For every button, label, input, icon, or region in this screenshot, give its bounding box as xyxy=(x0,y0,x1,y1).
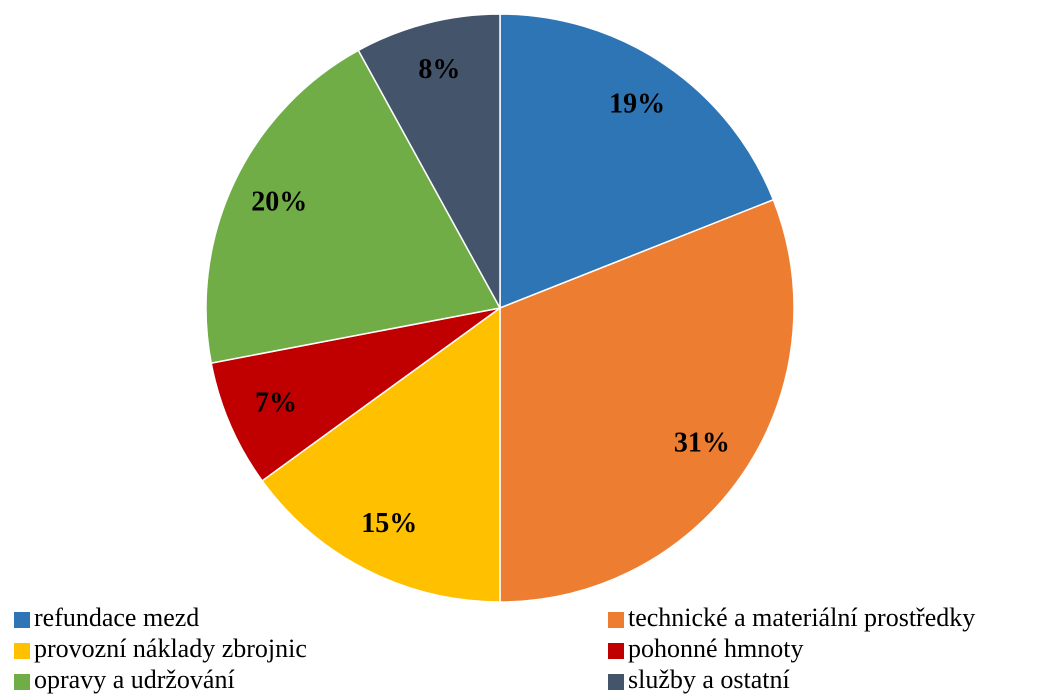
legend-label: opravy a udržování xyxy=(34,665,235,694)
legend-swatch xyxy=(14,612,30,628)
pie-slice xyxy=(499,198,795,603)
data-label: 19% xyxy=(609,89,665,120)
pie-slice xyxy=(261,306,501,603)
pie-slice xyxy=(499,13,775,310)
legend-swatch xyxy=(608,612,624,628)
data-label: 7% xyxy=(255,387,297,418)
legend-label: technické a materiální prostředky xyxy=(628,603,975,632)
legend-label: pohonné hmnoty xyxy=(628,634,804,663)
legend-swatch xyxy=(14,674,30,690)
legend-label: služby a ostatní xyxy=(628,665,790,694)
legend-label: refundace mezd xyxy=(34,603,199,632)
legend-swatch xyxy=(608,643,624,659)
pie-slice xyxy=(205,49,502,364)
legend-swatch xyxy=(14,643,30,659)
data-label: 8% xyxy=(418,54,460,85)
data-label: 31% xyxy=(674,428,730,459)
legend-swatch xyxy=(608,674,624,690)
pie-slice xyxy=(357,13,501,309)
pie-slice xyxy=(210,307,501,482)
legend-label: provozní náklady zbrojnic xyxy=(34,634,307,663)
data-label: 20% xyxy=(251,187,307,218)
data-label: 15% xyxy=(361,508,417,539)
